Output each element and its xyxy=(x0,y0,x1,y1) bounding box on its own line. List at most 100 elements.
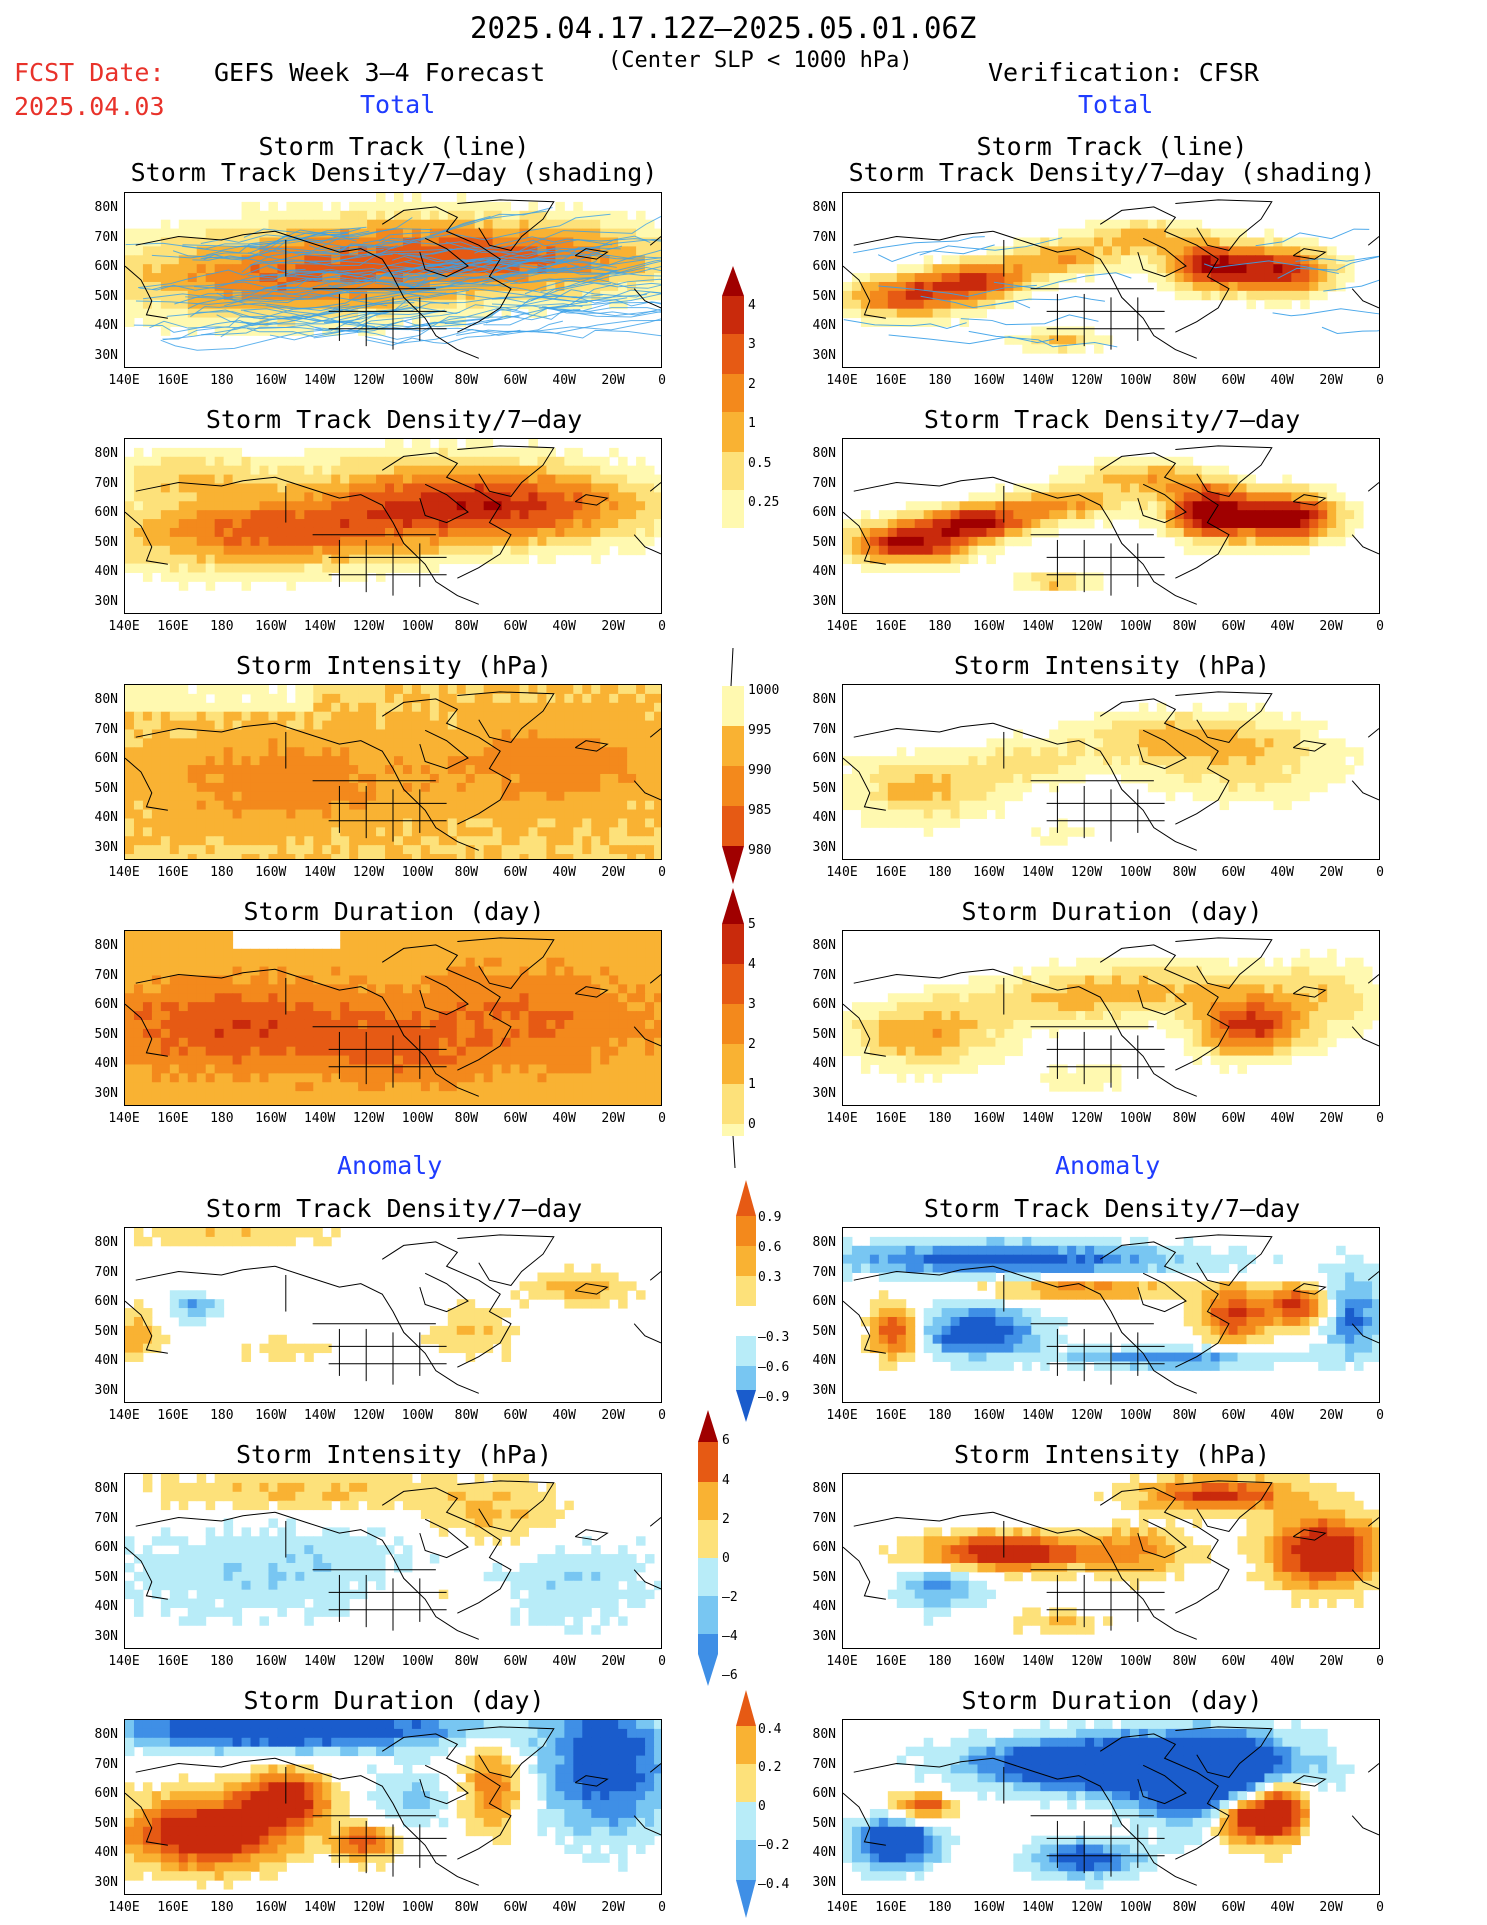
title-density-left: Storm Track Density/7–day xyxy=(205,405,583,434)
lon-label: 120W xyxy=(1070,1654,1103,1669)
cb-density-total-05: 0.5 xyxy=(748,456,772,471)
lon-label: 20W xyxy=(601,865,625,880)
lon-label: 100W xyxy=(1119,619,1152,634)
lon-label: 120W xyxy=(1070,1111,1103,1126)
lon-label: 160W xyxy=(255,373,287,388)
lat-label: 70N xyxy=(94,1510,118,1526)
lat-label: 50N xyxy=(94,288,118,304)
lon-label: 140E xyxy=(826,1654,858,1669)
map-duration-forecast xyxy=(124,930,662,1106)
lon-label: 60W xyxy=(1221,619,1246,634)
cb-aint-m4: –4 xyxy=(722,1629,738,1644)
lon-label: 140W xyxy=(1021,1111,1054,1126)
lon-label: 40W xyxy=(552,1900,576,1915)
lon-label: 60W xyxy=(503,865,528,880)
lon-label: 0 xyxy=(1376,865,1384,880)
lon-label: 100W xyxy=(401,1111,434,1126)
lon-label: 100W xyxy=(401,1654,434,1669)
cb-adur-02: 0.2 xyxy=(758,1760,782,1775)
lat-label: 80N xyxy=(812,692,836,707)
lat-label: 60N xyxy=(812,1540,836,1555)
cb-density-total-025: 0.25 xyxy=(748,495,780,510)
lon-label: 20W xyxy=(1319,865,1343,880)
lat-label: 80N xyxy=(812,1727,836,1742)
cb-adens-m06: –0.6 xyxy=(758,1360,790,1375)
lon-label: 40W xyxy=(1270,373,1294,388)
map-intensity-cfsr xyxy=(842,684,1380,860)
lon-label: 80W xyxy=(454,1111,479,1126)
lat-label: 60N xyxy=(94,1540,118,1555)
lon-label: 40W xyxy=(552,1654,576,1669)
lon-label: 160E xyxy=(875,1654,907,1669)
lon-label: 140E xyxy=(108,1408,140,1423)
lon-label: 100W xyxy=(1119,1408,1152,1423)
lat-label: 30N xyxy=(812,839,836,855)
lat-label: 40N xyxy=(94,1353,118,1368)
cb-dur-total-3: 3 xyxy=(748,997,756,1012)
lon-label: 20W xyxy=(601,1408,625,1423)
map-density-forecast xyxy=(124,438,662,614)
lon-label: 160E xyxy=(875,1900,907,1915)
lon-label: 160E xyxy=(157,1900,189,1915)
lon-label: 80W xyxy=(1172,1900,1197,1915)
lat-label: 40N xyxy=(812,564,836,579)
lat-label: 40N xyxy=(812,1353,836,1368)
lon-label: 100W xyxy=(1119,1111,1152,1126)
cb-int-total-985: 985 xyxy=(748,803,772,818)
cb-int-total-980: 980 xyxy=(748,843,772,858)
lon-label: 140E xyxy=(108,1654,140,1669)
lat-label: 40N xyxy=(94,1056,118,1071)
cb-adur-m02: –0.2 xyxy=(758,1838,790,1853)
lon-label: 160E xyxy=(157,1408,189,1423)
lat-label: 40N xyxy=(94,1599,118,1614)
cb-dur-total-5: 5 xyxy=(748,917,756,932)
lon-label: 180 xyxy=(210,619,234,634)
lon-label: 140W xyxy=(303,865,336,880)
map-anom-density-cfsr xyxy=(842,1227,1380,1403)
title-track-shading-left: Storm Track Density/7–day (shading) xyxy=(130,158,658,187)
title-anom-intensity-right: Storm Intensity (hPa) xyxy=(953,1440,1271,1469)
colorbar-density-total xyxy=(722,266,744,528)
lat-label: 80N xyxy=(94,938,118,953)
lat-label: 80N xyxy=(94,1727,118,1742)
lon-label: 140W xyxy=(1021,1900,1054,1915)
lon-label: 180 xyxy=(210,865,234,880)
lon-label: 40W xyxy=(1270,1408,1294,1423)
lon-label: 60W xyxy=(1221,1900,1246,1915)
lon-label: 0 xyxy=(1376,1408,1384,1423)
fcst-date-label: FCST Date: xyxy=(14,58,165,87)
lat-label: 50N xyxy=(94,1323,118,1339)
lat-label: 50N xyxy=(812,1026,836,1042)
lon-label: 140E xyxy=(826,1900,858,1915)
lat-label: 50N xyxy=(812,534,836,550)
lat-label: 60N xyxy=(94,505,118,520)
lat-label: 40N xyxy=(812,1599,836,1614)
colorbar-intensity-anom xyxy=(698,1410,718,1686)
lat-label: 40N xyxy=(94,318,118,333)
lat-label: 30N xyxy=(94,839,118,855)
lon-label: 140E xyxy=(826,1111,858,1126)
lon-label: 120W xyxy=(352,865,385,880)
map-shading xyxy=(843,1720,1379,1890)
title-anom-density-left: Storm Track Density/7–day xyxy=(205,1194,583,1223)
map-duration-cfsr xyxy=(842,930,1380,1106)
lat-label: 30N xyxy=(94,1085,118,1101)
lat-label: 50N xyxy=(812,1569,836,1585)
lon-label: 80W xyxy=(1172,1111,1197,1126)
cb-adur-0: 0 xyxy=(758,1799,766,1814)
lon-label: 160E xyxy=(157,619,189,634)
section-anomaly-left: Anomaly xyxy=(337,1151,443,1180)
lon-label: 40W xyxy=(1270,619,1294,634)
lon-label: 60W xyxy=(1221,1654,1246,1669)
title-intensity-left: Storm Intensity (hPa) xyxy=(235,651,553,680)
colorbar-intensity-total xyxy=(722,648,744,884)
cb-dur-total-0: 0 xyxy=(748,1117,756,1132)
map-track-cfsr xyxy=(842,192,1380,368)
lat-label: 50N xyxy=(94,780,118,796)
lon-label: 80W xyxy=(454,865,479,880)
cb-adur-m04: –0.4 xyxy=(758,1877,790,1892)
map-shading xyxy=(843,1234,1379,1394)
cb-dur-total-1: 1 xyxy=(748,1077,756,1092)
lat-label: 60N xyxy=(94,1786,118,1801)
cb-density-total-2: 2 xyxy=(748,377,756,392)
